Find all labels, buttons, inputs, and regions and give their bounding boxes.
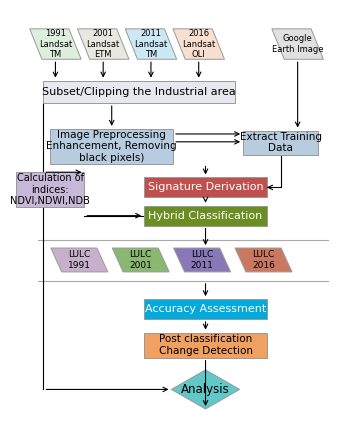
- Polygon shape: [30, 29, 81, 59]
- Text: 2001
Landsat
ETM: 2001 Landsat ETM: [87, 29, 120, 59]
- Text: Extract Training
Data: Extract Training Data: [240, 132, 322, 154]
- Text: Post classification
Change Detection: Post classification Change Detection: [159, 334, 252, 356]
- Text: LULC
2001: LULC 2001: [129, 250, 152, 270]
- Text: LULC
2011: LULC 2011: [191, 250, 214, 270]
- Text: Google
Earth Image: Google Earth Image: [272, 34, 323, 54]
- Bar: [50, 129, 173, 164]
- Polygon shape: [173, 29, 224, 59]
- Bar: [144, 177, 267, 198]
- Polygon shape: [171, 370, 240, 409]
- Text: Subset/Clipping the Industrial area: Subset/Clipping the Industrial area: [42, 87, 236, 97]
- Text: Analysis: Analysis: [181, 383, 230, 396]
- Polygon shape: [272, 29, 323, 59]
- Bar: [43, 81, 235, 103]
- Polygon shape: [174, 248, 231, 272]
- Polygon shape: [77, 29, 129, 59]
- Text: LULC
2016: LULC 2016: [252, 250, 275, 270]
- Text: Hybrid Classification: Hybrid Classification: [148, 211, 263, 220]
- Bar: [144, 333, 267, 358]
- Bar: [144, 299, 267, 319]
- Polygon shape: [112, 248, 169, 272]
- Text: 1991
Landsat
TM: 1991 Landsat TM: [39, 29, 72, 59]
- Polygon shape: [125, 29, 177, 59]
- Bar: [16, 172, 84, 207]
- Bar: [243, 131, 318, 155]
- Polygon shape: [235, 248, 292, 272]
- Text: Calculation of
indices:
NDVI,NDWI,NDB: Calculation of indices: NDVI,NDWI,NDB: [10, 173, 90, 206]
- Text: Signature Derivation: Signature Derivation: [148, 183, 263, 192]
- Text: 2011
Landsat
TM: 2011 Landsat TM: [134, 29, 168, 59]
- Text: 2016
Landsat
OLI: 2016 Landsat OLI: [182, 29, 215, 59]
- Bar: [144, 205, 267, 226]
- Text: Accuracy Assessment: Accuracy Assessment: [145, 304, 266, 314]
- Text: LULC
1991: LULC 1991: [68, 250, 91, 270]
- Polygon shape: [51, 248, 108, 272]
- Text: Image Preprocessing
Enhancement, Removing
black pixels): Image Preprocessing Enhancement, Removin…: [47, 129, 177, 163]
